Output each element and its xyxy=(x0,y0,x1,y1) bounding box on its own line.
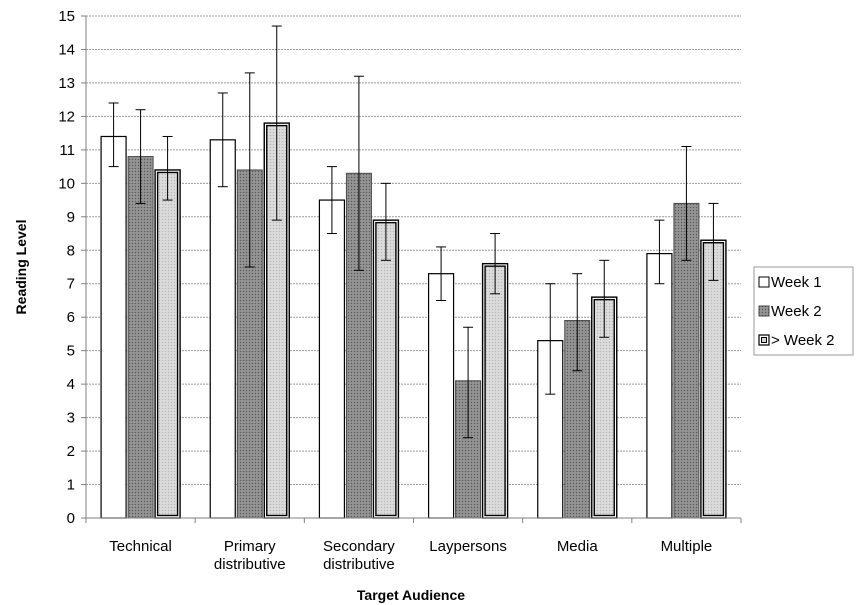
x-axis-title: Target Audience xyxy=(357,587,465,603)
gridlines xyxy=(81,15,741,519)
legend-swatch xyxy=(758,334,770,346)
y-tick-label: 8 xyxy=(67,242,75,259)
bar-1-3 xyxy=(318,199,346,519)
bar-3-5 xyxy=(591,296,618,519)
x-tick-label: Multiple xyxy=(661,538,713,555)
legend-item-1: Week 1 xyxy=(758,274,822,291)
legend: Week 1 Week 2 > Week 2 xyxy=(753,266,854,356)
x-tick-label: Primary distributive xyxy=(214,538,286,573)
error-bar-3-3 xyxy=(380,182,391,261)
y-tick-label: 2 xyxy=(67,443,75,460)
x-tick-label: Technical xyxy=(109,538,172,555)
error-bar-1-2 xyxy=(217,92,228,188)
error-bar-2-5 xyxy=(572,273,583,372)
legend-label: Week 2 xyxy=(771,303,822,320)
y-tick-label: 3 xyxy=(67,410,75,427)
bar-3-6 xyxy=(700,239,727,519)
x-tick-label: Media xyxy=(557,538,599,555)
error-bar-2-6 xyxy=(681,146,692,261)
bars xyxy=(100,122,727,519)
y-tick-label: 6 xyxy=(67,309,75,326)
y-tick-label: 9 xyxy=(67,209,75,226)
x-tick-labels: Technical Primary distributive Secondary dis… xyxy=(109,538,712,573)
error-bar-2-1 xyxy=(135,109,146,204)
error-bar-2-3 xyxy=(353,75,364,271)
error-bar-1-5 xyxy=(545,283,556,395)
x-tick-label: Secondary distributive xyxy=(323,538,395,573)
axes xyxy=(85,16,742,523)
error-bar-1-1 xyxy=(108,102,119,168)
y-tick-label: 15 xyxy=(58,8,75,25)
legend-item-3: > Week 2 xyxy=(758,332,835,349)
y-tick-label: 12 xyxy=(58,108,75,125)
y-tick-label: 10 xyxy=(58,175,75,192)
y-tick-label: 5 xyxy=(67,343,75,360)
y-tick-label: 11 xyxy=(59,142,75,159)
error-bar-2-2 xyxy=(244,72,255,268)
legend-label: Week 1 xyxy=(771,274,822,291)
y-tick-label: 4 xyxy=(67,376,75,393)
legend-swatch xyxy=(758,276,770,288)
error-bar-1-6 xyxy=(654,219,665,285)
bar-3-4 xyxy=(481,262,509,519)
y-tick-label: 14 xyxy=(58,41,75,58)
x-tick-label: Laypersons xyxy=(429,538,507,555)
legend-box xyxy=(753,266,854,356)
y-tick-label: 0 xyxy=(67,510,75,527)
legend-swatch xyxy=(758,305,770,317)
error-bar-3-5 xyxy=(599,259,610,338)
bar-1-4 xyxy=(427,273,455,519)
bar-2-1 xyxy=(127,156,154,519)
y-tick-label: 1 xyxy=(67,477,75,494)
bar-1-2 xyxy=(209,139,236,519)
error-bars xyxy=(108,25,719,439)
error-bar-3-4 xyxy=(490,233,501,295)
bar-1-6 xyxy=(646,253,673,519)
error-bar-3-6 xyxy=(708,202,719,281)
legend-label: > Week 2 xyxy=(771,332,835,349)
y-tick-label: 7 xyxy=(67,276,75,293)
error-bar-1-3 xyxy=(326,166,337,235)
y-axis-title: Reading Level xyxy=(13,220,29,315)
legend-item-2: Week 2 xyxy=(758,303,822,320)
error-bar-2-4 xyxy=(463,326,474,439)
bar-3-3 xyxy=(372,219,400,519)
error-bar-3-2 xyxy=(271,25,282,221)
bar-3-1 xyxy=(154,169,181,519)
error-bar-3-1 xyxy=(162,135,173,201)
bar-1-1 xyxy=(100,135,127,519)
y-tick-label: 13 xyxy=(58,75,75,92)
error-bar-1-4 xyxy=(436,246,447,301)
